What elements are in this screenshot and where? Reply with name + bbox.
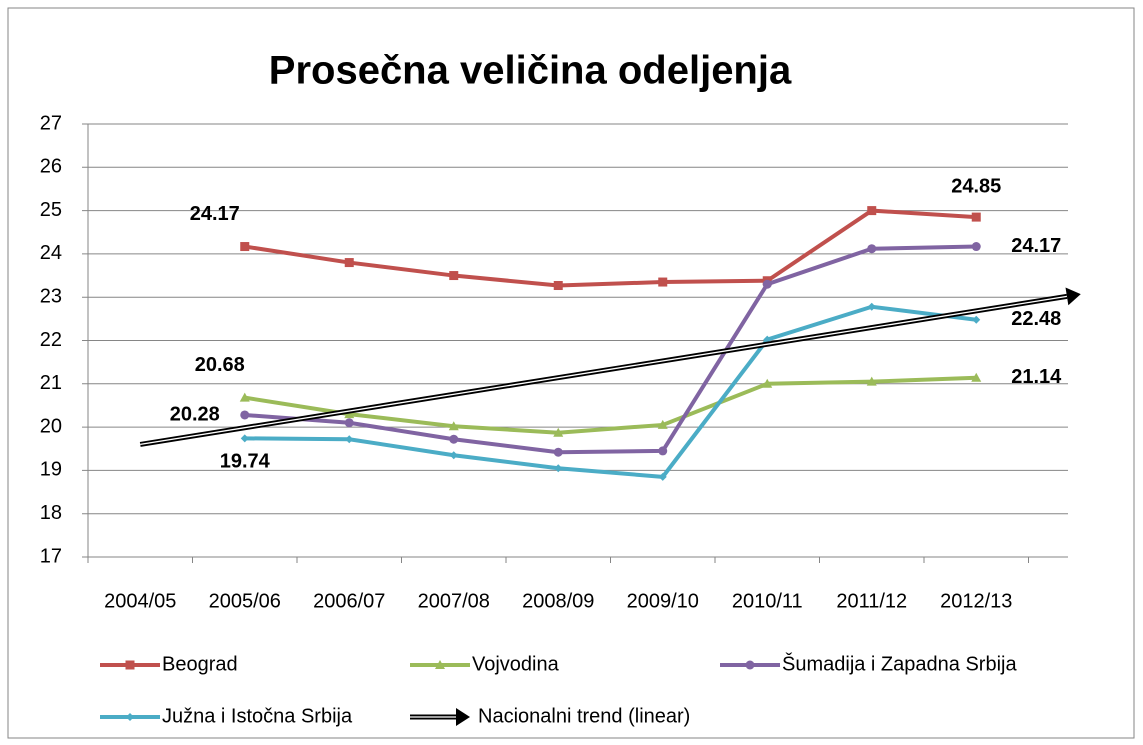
legend-item: Beograd [100,653,238,675]
marker [344,418,354,428]
legend-item: Vojvodina [410,653,560,675]
x-tick-label: 2005/06 [209,590,281,612]
marker [344,258,354,268]
y-tick-label: 22 [40,329,62,351]
data-label: 24.17 [190,203,240,225]
marker [972,315,981,324]
y-tick-label: 24 [40,242,62,264]
marker [554,464,563,473]
marker [449,451,458,460]
marker [657,419,668,429]
marker [344,409,355,419]
data-label: 22.48 [1011,308,1061,330]
series-line [244,304,977,479]
trend-line [139,287,1081,447]
y-tick-label: 25 [40,199,62,221]
marker [553,427,564,437]
marker [125,660,135,670]
legend-label: Južna i Istočna Srbija [162,705,353,727]
legend-label: Beograd [162,653,238,675]
marker [867,302,876,311]
legend-item: Šumadija i Zapadna Srbija [720,652,1017,675]
trend-inner [140,295,1068,446]
series-line [244,375,977,435]
y-tick-label: 21 [40,372,62,394]
y-tick-label: 23 [40,285,62,307]
marker [345,435,354,444]
y-tick-label: 26 [40,156,62,178]
marker [867,206,877,216]
marker [971,242,981,252]
marker [866,376,877,386]
marker [658,277,668,287]
marker [240,434,249,443]
series-line [244,208,977,288]
series-line [244,244,977,455]
marker [867,244,877,254]
x-tick-label: 2011/12 [836,590,907,612]
legend-label: Šumadija i Zapadna Srbija [782,652,1017,675]
trend-line [410,708,470,726]
data-label: 21.14 [1011,366,1062,388]
marker [240,242,250,252]
marker [126,713,134,721]
marker [971,372,982,382]
marker [971,212,981,222]
chart-title: Prosečna veličina odeljenja [269,49,792,93]
y-tick-label: 17 [40,545,62,567]
x-tick-label: 2010/11 [732,590,803,612]
marker [553,281,563,291]
x-tick-label: 2009/10 [627,590,699,612]
x-tick-label: 2008/09 [522,590,594,612]
marker [745,660,755,670]
marker [553,447,563,457]
data-label: 20.28 [170,403,220,425]
data-label: 19.74 [220,451,271,473]
y-tick-label: 27 [40,112,62,134]
x-tick-label: 2004/05 [104,590,176,612]
marker [448,421,459,431]
y-tick-label: 19 [40,459,62,481]
chart-border [7,7,1135,739]
y-tick-label: 20 [40,415,62,437]
y-tick-label: 18 [40,502,62,524]
legend-label: Vojvodina [472,653,560,675]
legend-item: Južna i Istočna Srbija [100,705,353,727]
marker [762,279,772,289]
marker [449,271,459,281]
data-label: 24.17 [1011,235,1061,257]
legend-item: Nacionalni trend (linear) [410,705,690,727]
marker [240,410,250,420]
data-label: 20.68 [195,354,245,376]
x-tick-label: 2006/07 [313,590,385,612]
data-label: 24.85 [951,175,1001,197]
arrow-head [1065,287,1081,306]
x-tick-label: 2012/13 [940,590,1012,612]
marker [435,660,445,669]
x-tick-label: 2007/08 [418,590,490,612]
marker [762,378,773,388]
marker [239,392,250,402]
marker [449,434,459,444]
arrow-head [456,708,470,726]
legend-label: Nacionalni trend (linear) [478,705,690,727]
marker [658,446,668,456]
marker [658,472,667,481]
